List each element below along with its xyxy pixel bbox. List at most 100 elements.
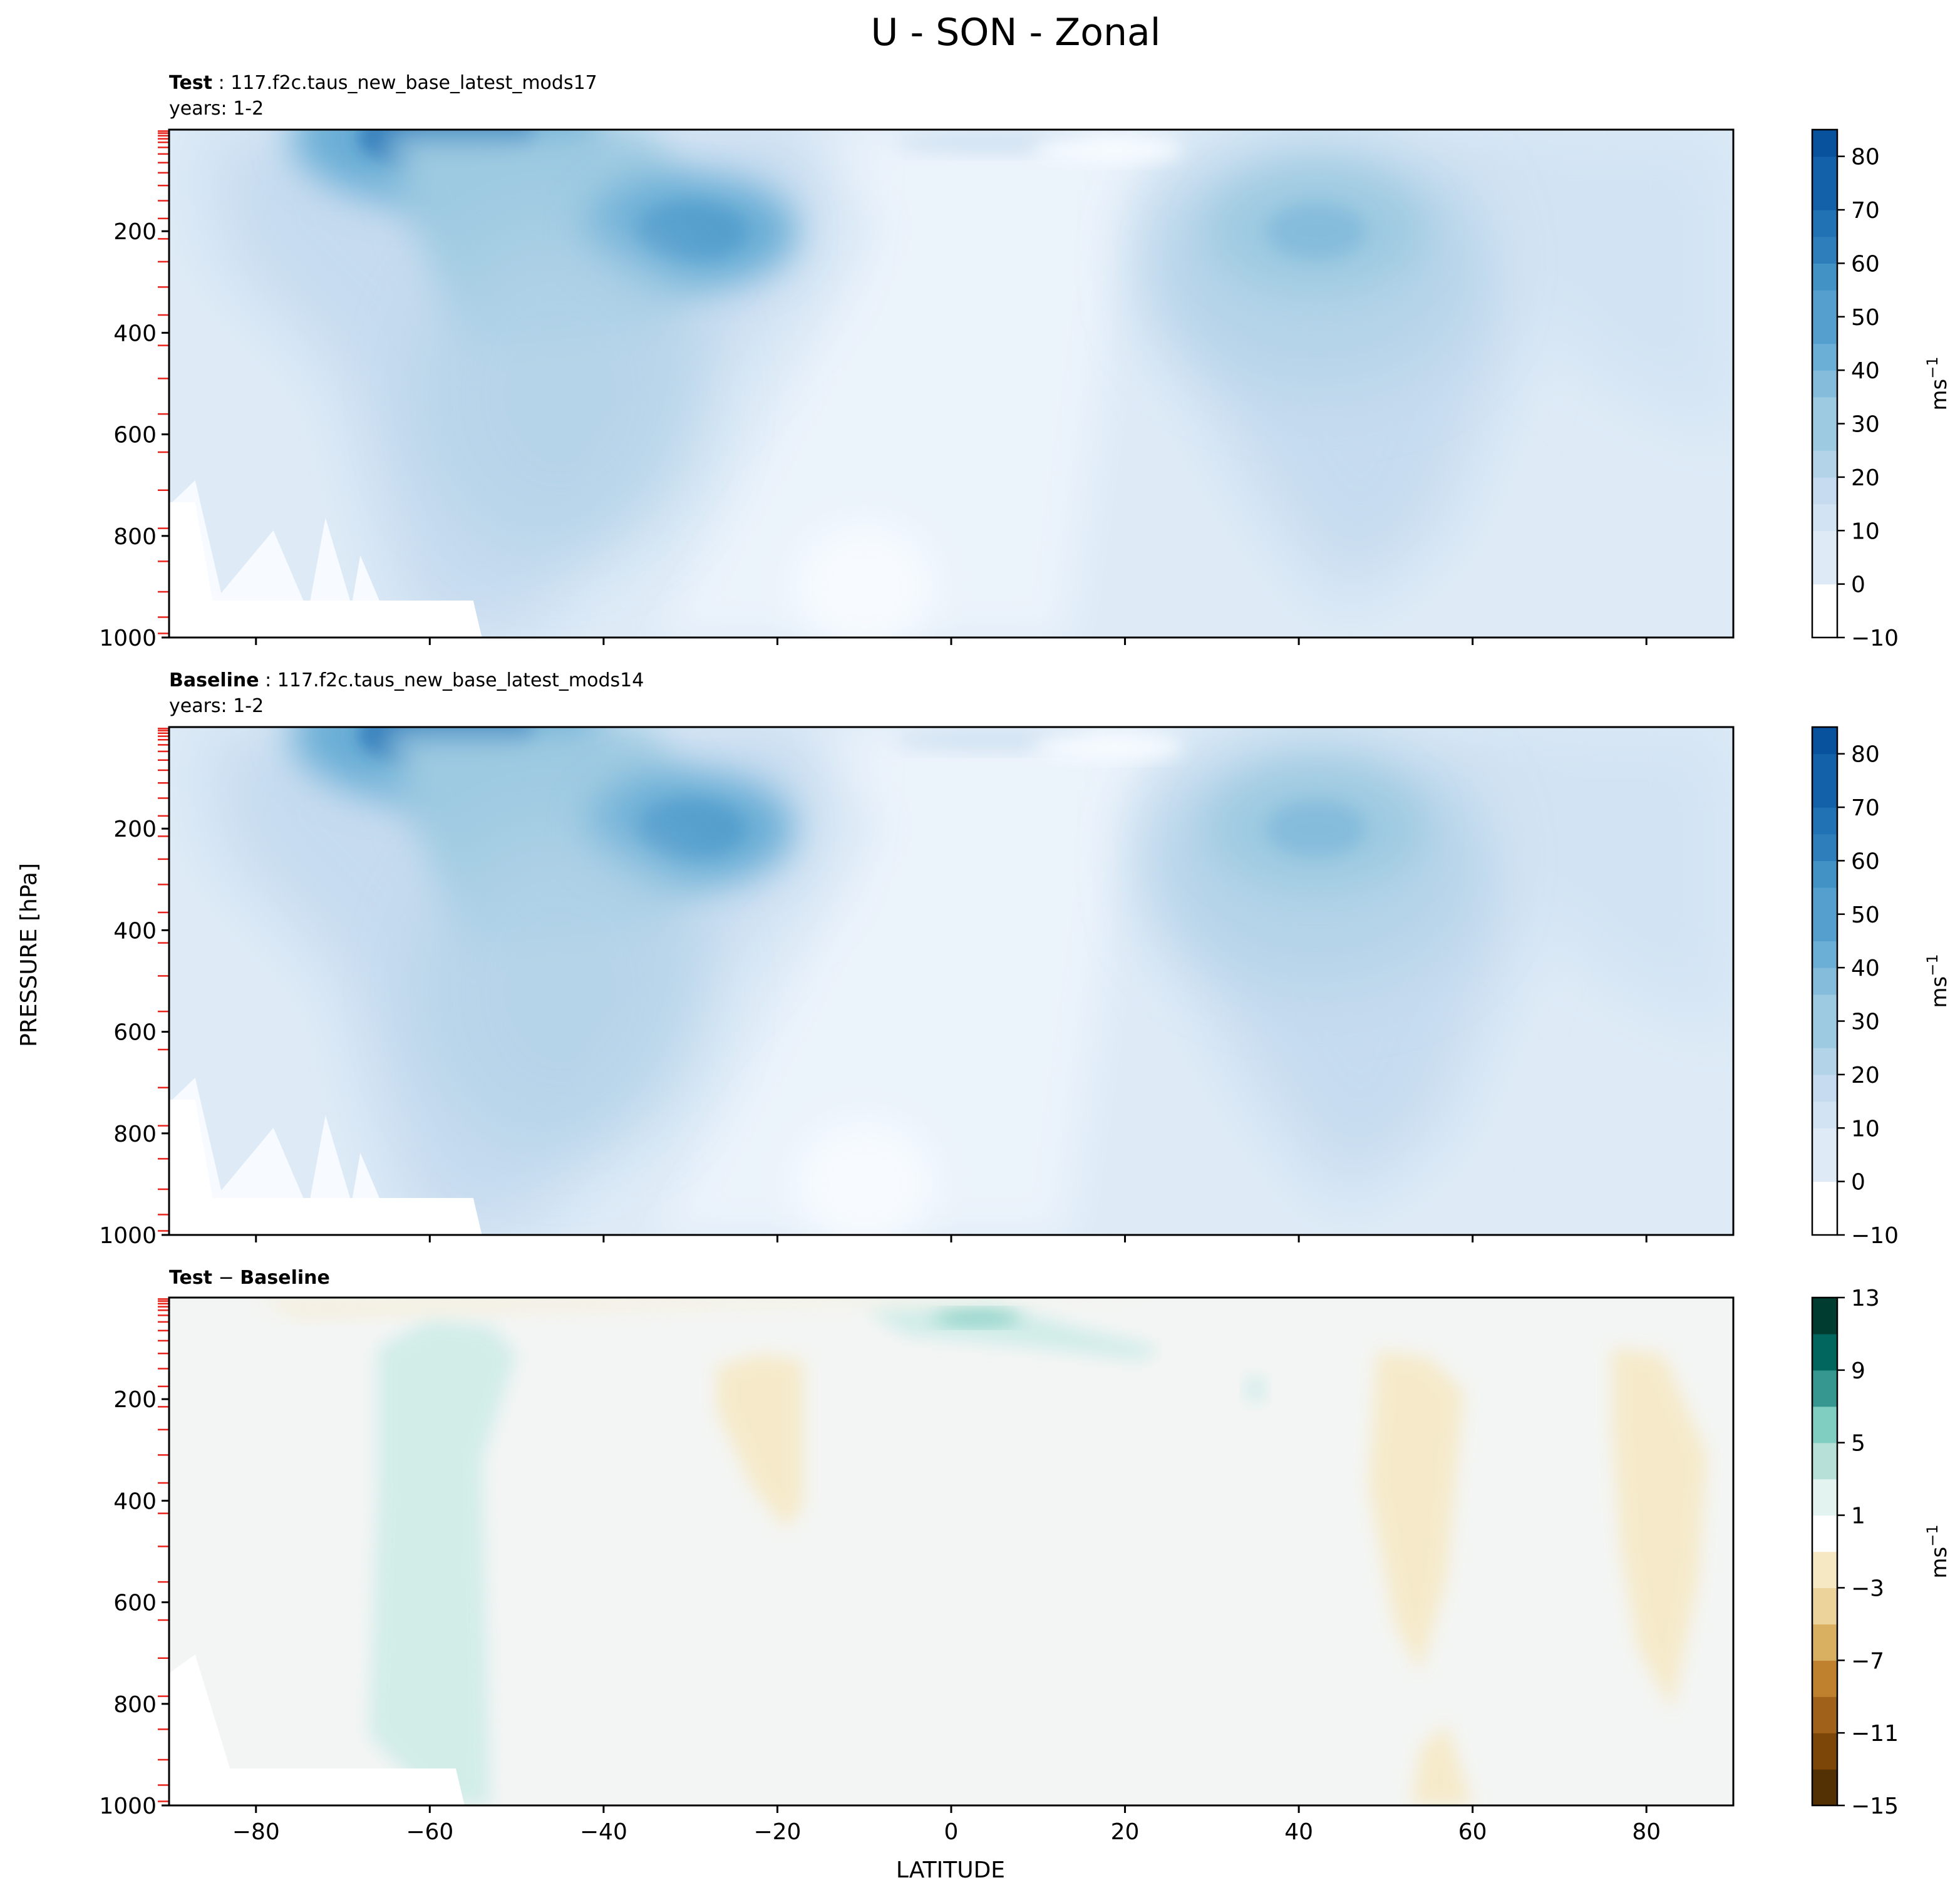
panel-test-title: Test : 117.f2c.taus_new_base_latest_mods… — [169, 72, 597, 94]
equatorial-calm — [795, 1122, 934, 1235]
colorbar-tick-label: 30 — [1851, 412, 1880, 438]
y-tick-label: 200 — [113, 219, 157, 245]
colorbar-tick-label: −10 — [1851, 626, 1899, 651]
colorbar-band — [1812, 584, 1837, 611]
colorbar-frame — [1811, 1296, 1839, 1807]
colorbar-band — [1812, 210, 1837, 237]
panel-test-colorbar: 80 70 60 50 40 30 20 10 0 −10 ms−1 — [1811, 128, 1952, 651]
negative-nh-polar — [1611, 1348, 1708, 1711]
colorbar-band — [1812, 834, 1837, 862]
colorbar-tick-label: 70 — [1851, 198, 1880, 224]
panel-baseline-title-sep: : — [259, 669, 277, 691]
panel-difference-title: Test − Baseline — [169, 1267, 330, 1289]
colorbar-band — [1812, 557, 1837, 585]
colorbar-tick-label: 20 — [1851, 465, 1880, 491]
negative-nh-surface — [1411, 1723, 1473, 1805]
x-tick-label: −80 — [232, 1819, 280, 1845]
tropical-upper-calm — [1032, 735, 1183, 760]
negative-nh-midlat — [1368, 1351, 1464, 1673]
y-tick-label: 600 — [113, 1020, 157, 1046]
colorbar-tick-label: 10 — [1851, 1116, 1880, 1142]
panel-test-x-ticks — [255, 638, 1648, 645]
colorbar-tick-label: −7 — [1851, 1648, 1884, 1674]
sh-lower-westerlies — [416, 828, 704, 1154]
colorbar-band — [1812, 1406, 1837, 1443]
y-tick-label: 200 — [113, 817, 157, 842]
colorbar-band — [1812, 130, 1837, 157]
y-tick-label: 200 — [113, 1387, 157, 1413]
panel-baseline: Baseline : 117.f2c.taus_new_base_latest_… — [99, 669, 1952, 1249]
colorbar-band — [1812, 1021, 1837, 1048]
colorbar-tick-label: 13 — [1851, 1286, 1880, 1311]
colorbar-tick-label: 5 — [1851, 1431, 1865, 1457]
panel-test-level-markers — [158, 130, 169, 634]
panel-test-field — [169, 130, 1733, 638]
colorbar-tick-label: 80 — [1851, 145, 1880, 170]
colorbar-tick-label: 50 — [1851, 305, 1880, 331]
nh-polar-westerlies — [1429, 727, 1733, 1040]
colorbar-band — [1812, 370, 1837, 398]
positive-small — [1245, 1375, 1266, 1403]
colorbar-tick-label: −15 — [1851, 1794, 1899, 1819]
antarctic-surface-region — [169, 480, 395, 638]
colorbar-tick-label: 40 — [1851, 358, 1880, 384]
tropical-upper-calm — [1032, 137, 1183, 163]
colorbar-band — [1812, 753, 1837, 781]
colorbar-band — [1812, 887, 1837, 915]
antarctic-terrain-mask — [169, 502, 482, 638]
colorbar-tick-label: 70 — [1851, 795, 1880, 821]
colorbar-tick-label: −11 — [1851, 1721, 1899, 1747]
colorbar-tick-label: 60 — [1851, 849, 1880, 874]
negative-sh-subtropics — [716, 1354, 804, 1529]
colorbar-tick-label: 40 — [1851, 956, 1880, 981]
colorbar-band — [1812, 1551, 1837, 1589]
colorbar-band — [1812, 1101, 1837, 1128]
panel-test-title-case: 117.f2c.taus_new_base_latest_mods17 — [230, 72, 597, 94]
y-tick-label: 1000 — [99, 1794, 157, 1819]
x-tick-label: 60 — [1458, 1819, 1487, 1845]
y-tick-label: 400 — [113, 918, 157, 944]
colorbar-band — [1812, 807, 1837, 835]
colorbar-tick-label: 30 — [1851, 1009, 1880, 1035]
antarctic-surface-region — [169, 1078, 395, 1235]
y-tick-label: 800 — [113, 1692, 157, 1718]
panel-baseline-title-case: 117.f2c.taus_new_base_latest_mods14 — [277, 669, 644, 691]
colorbar-band — [1812, 1442, 1837, 1480]
panel-difference-colorbar: 13 9 5 1 −3 −7 −11 −15 ms−1 — [1811, 1286, 1952, 1819]
colorbar-band — [1812, 1154, 1837, 1182]
colorbar-band — [1812, 423, 1837, 451]
colorbar-band — [1812, 477, 1837, 505]
colorbar-tick-label: 0 — [1851, 572, 1865, 598]
y-tick-label: 400 — [113, 321, 157, 346]
colorbar-band — [1812, 183, 1837, 210]
antarctic-terrain-mask — [169, 1655, 465, 1805]
panel-difference-title-sep: − — [212, 1267, 240, 1289]
panel-baseline-x-ticks — [255, 1235, 1648, 1242]
colorbar-label: ms−1 — [1924, 954, 1952, 1008]
colorbar-label-unit: ms — [1927, 976, 1952, 1008]
y-tick-label: 600 — [113, 423, 157, 448]
colorbar-band — [1812, 1208, 1837, 1236]
colorbar-tick-label: 10 — [1851, 519, 1880, 544]
suptitle: U - SON - Zonal — [871, 11, 1161, 54]
colorbar-band — [1812, 941, 1837, 968]
panel-test: Test : 117.f2c.taus_new_base_latest_mods… — [99, 72, 1952, 651]
x-tick-label: −20 — [753, 1819, 801, 1845]
colorbar-tick-label: 80 — [1851, 742, 1880, 768]
colorbar-tick-label: 1 — [1851, 1504, 1865, 1529]
panel-difference-title-bold2: Baseline — [240, 1267, 330, 1289]
colorbar-band — [1812, 1074, 1837, 1102]
colorbar-band — [1812, 1769, 1837, 1806]
x-tick-label: 80 — [1632, 1819, 1661, 1845]
colorbar-label-unit: ms — [1927, 1547, 1952, 1579]
positive-tropical-core — [933, 1310, 1021, 1326]
sh-subtropical-jet-core — [636, 800, 745, 857]
colorbar-band — [1812, 1660, 1837, 1697]
panel-difference-level-markers — [158, 1298, 169, 1802]
nh-polar-westerlies — [1429, 130, 1733, 443]
negative-top-band — [255, 1298, 1168, 1319]
positive-column — [369, 1319, 517, 1805]
colorbar-band — [1812, 1128, 1837, 1155]
